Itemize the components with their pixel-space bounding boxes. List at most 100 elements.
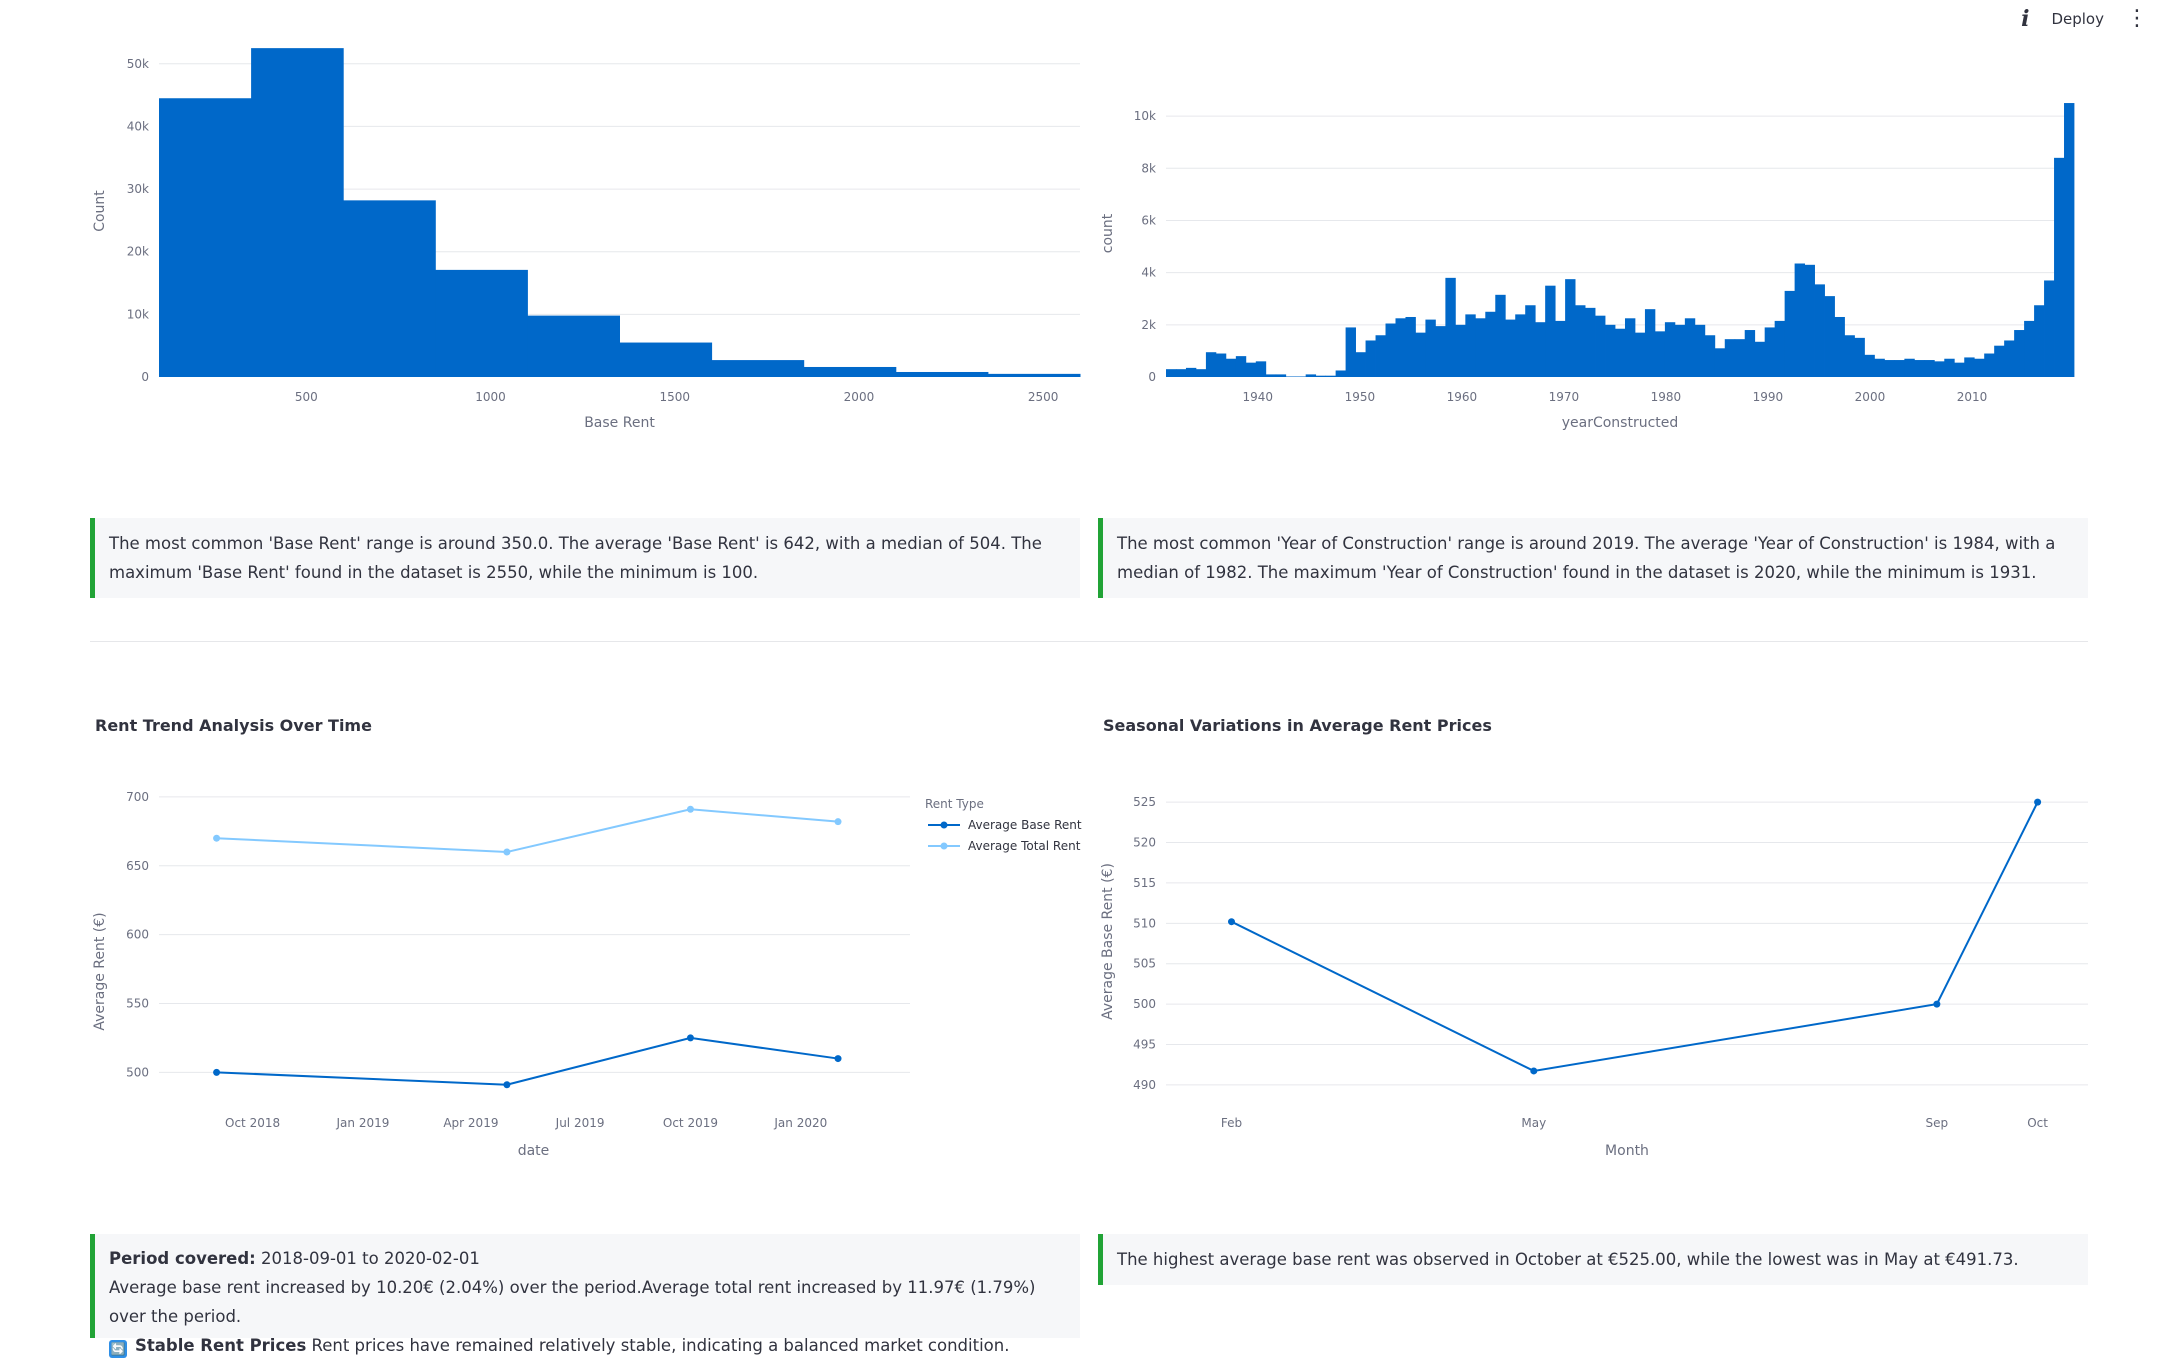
histogram-bar xyxy=(1714,348,1726,377)
histogram-bar xyxy=(1844,335,1855,377)
x-tick-label: 2000 xyxy=(844,390,875,404)
histogram-bar xyxy=(1235,356,1247,377)
y-tick-label: 20k xyxy=(127,245,149,259)
seasonal-summary: The highest average base rent was observ… xyxy=(1098,1234,2088,1285)
x-tick-label: 1980 xyxy=(1651,390,1682,404)
y-tick-label: 6k xyxy=(1141,213,1156,227)
data-point xyxy=(1227,918,1235,926)
y-tick-label: 650 xyxy=(126,859,149,873)
histogram-bar xyxy=(1824,296,1835,377)
year-constructed-histogram-svg: 0 2k 4k 6k 8k 10k 1940 1950 1960 1970 1980 1990 2000… xyxy=(1100,103,2075,431)
histogram-bar xyxy=(1744,330,1756,377)
year-summary: The most common 'Year of Construction' r… xyxy=(1098,518,2088,598)
histogram-bar xyxy=(435,269,528,377)
y-tick-label: 0 xyxy=(141,370,149,384)
base-rent-histogram[interactable]: 0 10k 20k 30k 40k 50k 500 1000 1500 2000 2500 Base … xyxy=(0,30,1090,450)
x-tick-label: Oct 2018 xyxy=(225,1116,280,1130)
data-point xyxy=(213,834,221,842)
base-rent-histogram-svg: 0 10k 20k 30k 40k 50k 500 1000 1500 2000 2500 Base … xyxy=(92,48,1081,431)
x-axis-title: Month xyxy=(1605,1143,1649,1159)
histogram-bar xyxy=(1305,374,1317,377)
seasonal-title: Seasonal Variations in Average Rent Pric… xyxy=(1103,716,1492,735)
histogram-bar xyxy=(1555,320,1566,377)
x-tick-label: 1940 xyxy=(1243,390,1274,404)
y-axis-title: Average Base Rent (€) xyxy=(1100,863,1116,1020)
rent-trend-title: Rent Trend Analysis Over Time xyxy=(95,716,372,735)
x-tick-label: Apr 2019 xyxy=(443,1116,498,1130)
histogram-bar xyxy=(619,342,713,377)
histogram-bar xyxy=(1794,263,1805,377)
year-summary-text: The most common 'Year of Construction' r… xyxy=(1117,534,2056,582)
legend-marker xyxy=(940,842,948,850)
data-point xyxy=(2034,798,2042,806)
histogram-bar xyxy=(1984,353,1995,377)
period-label: Period covered: xyxy=(109,1249,256,1268)
histogram-bar xyxy=(1395,318,1406,377)
stable-line: 🔄 Stable Rent Prices Rent prices have rem… xyxy=(109,1331,1068,1360)
histogram-bar xyxy=(1674,324,1686,377)
refresh-icon: 🔄 xyxy=(109,1340,127,1358)
histogram-bar xyxy=(1814,284,1825,377)
histogram-bar xyxy=(1694,324,1706,377)
y-tick-label: 4k xyxy=(1141,266,1156,280)
histogram-bar xyxy=(1325,375,1337,377)
histogram-bar xyxy=(1914,360,1925,377)
histogram-bar xyxy=(1565,279,1576,377)
histogram-bar xyxy=(2024,320,2035,377)
legend-marker xyxy=(940,821,948,829)
info-icon[interactable]: i xyxy=(2021,6,2030,32)
histogram-bar xyxy=(1624,318,1636,377)
histogram-bar xyxy=(1405,316,1416,377)
histogram-bar xyxy=(1545,285,1556,377)
y-tick-label: 510 xyxy=(1133,916,1156,930)
histogram-bar xyxy=(1934,361,1945,377)
histogram-bar xyxy=(1654,331,1666,377)
histogram-bar xyxy=(1734,339,1746,377)
y-tick-label: 8k xyxy=(1141,161,1156,175)
histogram-bar xyxy=(1195,369,1207,377)
histogram-bar xyxy=(1525,305,1536,377)
histogram-bar xyxy=(1245,362,1257,377)
data-point xyxy=(686,1034,694,1042)
x-tick-label: 1990 xyxy=(1753,390,1784,404)
histogram-bar xyxy=(1595,315,1606,377)
histogram-bar xyxy=(1335,370,1347,377)
y-tick-label: 50k xyxy=(127,57,149,71)
histogram-bar xyxy=(1345,327,1356,377)
histogram-bar xyxy=(1864,354,1875,377)
histogram-bar xyxy=(1644,309,1656,377)
stable-label: Stable Rent Prices xyxy=(135,1336,307,1355)
histogram-bar xyxy=(1964,357,1975,377)
x-tick-label: Jan 2020 xyxy=(773,1116,827,1130)
histogram-bar xyxy=(1485,311,1496,377)
histogram-bar xyxy=(1575,305,1586,377)
x-axis-title: date xyxy=(518,1143,550,1159)
histogram-bar xyxy=(1724,339,1736,377)
y-tick-label: 600 xyxy=(126,928,149,942)
histogram-bar xyxy=(2044,280,2055,377)
year-constructed-histogram[interactable]: 0 2k 4k 6k 8k 10k 1940 1950 1960 1970 1980 1990 2000… xyxy=(1090,60,2160,450)
y-tick-label: 500 xyxy=(1133,997,1156,1011)
histogram-bar xyxy=(1585,307,1596,377)
y-tick-label: 500 xyxy=(126,1065,149,1079)
deploy-button[interactable]: Deploy xyxy=(2051,10,2104,28)
legend-entry: Average Base Rent xyxy=(968,818,1082,832)
histogram-bar xyxy=(1475,318,1486,377)
histogram-bar xyxy=(1834,316,1845,377)
rent-trend-chart[interactable]: 500 550 600 650 700 Oct 2018 Jan 2019 Apr 2019 J… xyxy=(0,780,1090,1160)
base-rent-summary-text: The most common 'Base Rent' range is aro… xyxy=(109,534,1042,582)
main-menu-icon[interactable]: ⋮ xyxy=(2126,6,2148,31)
histogram-bar xyxy=(1185,367,1197,377)
histogram-bar xyxy=(2004,340,2015,377)
app-toolbar: i Deploy ⋮ xyxy=(2021,0,2160,38)
data-point xyxy=(1530,1067,1538,1075)
y-axis-title: count xyxy=(1100,213,1116,253)
histogram-bar xyxy=(1884,360,1895,377)
histogram-bar xyxy=(1854,337,1865,377)
y-tick-label: 700 xyxy=(126,790,149,804)
seasonal-chart[interactable]: 490 495 500 505 510 515 520 525 Feb May Sep Oct Mont… xyxy=(1090,780,2160,1160)
histogram-bar xyxy=(1605,324,1616,377)
data-point xyxy=(686,805,694,813)
x-tick-label: Sep xyxy=(1926,1116,1949,1130)
x-axis-title: Base Rent xyxy=(584,415,655,431)
